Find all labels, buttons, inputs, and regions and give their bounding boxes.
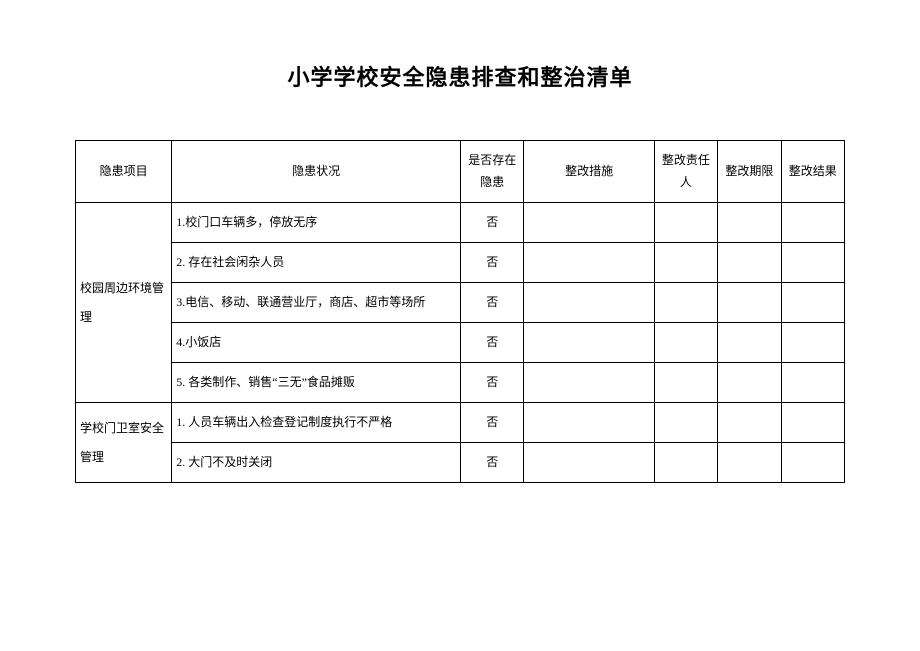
cell-responsible: [654, 363, 717, 403]
page-title: 小学学校安全隐患排查和整治清单: [75, 60, 845, 92]
cell-measure: [524, 243, 654, 283]
cell-result: [781, 323, 844, 363]
cell-situation: 4.小饭店: [172, 323, 461, 363]
cell-exists: 否: [461, 403, 524, 443]
cell-exists: 否: [461, 443, 524, 483]
cell-result: [781, 283, 844, 323]
cell-result: [781, 403, 844, 443]
cell-deadline: [718, 403, 781, 443]
hazard-table: 隐患项目 隐患状况 是否存在隐患 整改措施 整改责任人 整改期限 整改结果 校园…: [75, 140, 845, 483]
cell-situation: 1.校门口车辆多，停放无序: [172, 203, 461, 243]
cell-deadline: [718, 323, 781, 363]
cell-responsible: [654, 203, 717, 243]
cell-situation: 1. 人员车辆出入检查登记制度执行不严格: [172, 403, 461, 443]
cell-deadline: [718, 203, 781, 243]
cell-category: 学校门卫室安全管理: [76, 403, 172, 483]
cell-result: [781, 203, 844, 243]
cell-deadline: [718, 363, 781, 403]
cell-result: [781, 443, 844, 483]
table-row: 5. 各类制作、销售“三无”食品摊贩 否: [76, 363, 845, 403]
cell-exists: 否: [461, 363, 524, 403]
th-situation: 隐患状况: [172, 141, 461, 203]
th-result: 整改结果: [781, 141, 844, 203]
th-responsible: 整改责任人: [654, 141, 717, 203]
table-row: 校园周边环境管理 1.校门口车辆多，停放无序 否: [76, 203, 845, 243]
table-row: 2. 大门不及时关闭 否: [76, 443, 845, 483]
cell-deadline: [718, 283, 781, 323]
cell-situation: 2. 存在社会闲杂人员: [172, 243, 461, 283]
cell-responsible: [654, 403, 717, 443]
cell-result: [781, 243, 844, 283]
cell-exists: 否: [461, 323, 524, 363]
cell-deadline: [718, 443, 781, 483]
cell-responsible: [654, 283, 717, 323]
cell-situation: 3.电信、移动、联通营业厅，商店、超市等场所: [172, 283, 461, 323]
cell-responsible: [654, 443, 717, 483]
cell-measure: [524, 443, 654, 483]
cell-exists: 否: [461, 243, 524, 283]
th-exists: 是否存在隐患: [461, 141, 524, 203]
cell-exists: 否: [461, 203, 524, 243]
cell-deadline: [718, 243, 781, 283]
cell-category: 校园周边环境管理: [76, 203, 172, 403]
cell-measure: [524, 283, 654, 323]
cell-situation: 2. 大门不及时关闭: [172, 443, 461, 483]
cell-responsible: [654, 243, 717, 283]
cell-measure: [524, 323, 654, 363]
table-row: 学校门卫室安全管理 1. 人员车辆出入检查登记制度执行不严格 否: [76, 403, 845, 443]
th-measure: 整改措施: [524, 141, 654, 203]
cell-measure: [524, 363, 654, 403]
table-row: 2. 存在社会闲杂人员 否: [76, 243, 845, 283]
th-category: 隐患项目: [76, 141, 172, 203]
cell-measure: [524, 203, 654, 243]
cell-situation: 5. 各类制作、销售“三无”食品摊贩: [172, 363, 461, 403]
table-row: 3.电信、移动、联通营业厅，商店、超市等场所 否: [76, 283, 845, 323]
cell-result: [781, 363, 844, 403]
cell-measure: [524, 403, 654, 443]
table-header-row: 隐患项目 隐患状况 是否存在隐患 整改措施 整改责任人 整改期限 整改结果: [76, 141, 845, 203]
table-row: 4.小饭店 否: [76, 323, 845, 363]
cell-responsible: [654, 323, 717, 363]
th-deadline: 整改期限: [718, 141, 781, 203]
cell-exists: 否: [461, 283, 524, 323]
